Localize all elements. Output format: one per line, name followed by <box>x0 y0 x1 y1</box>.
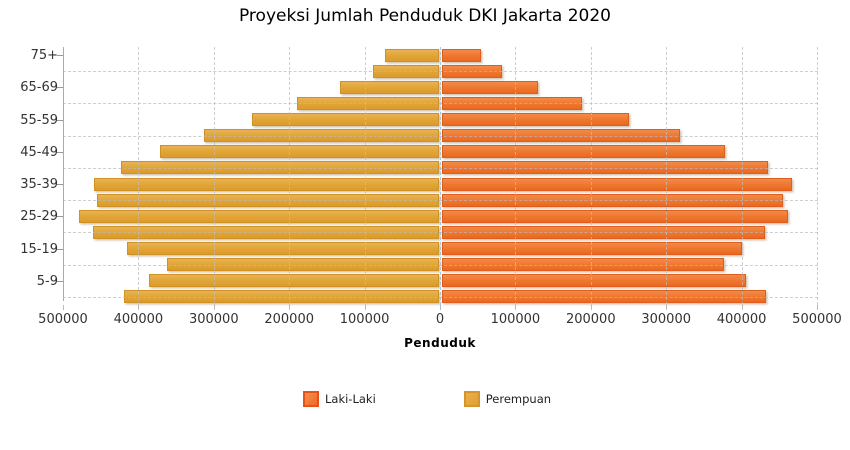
h-gridline <box>63 71 818 72</box>
v-gridline <box>666 47 668 305</box>
h-gridline <box>63 103 818 104</box>
x-axis-tick-label: 200000 <box>264 312 314 327</box>
bar-perempuan-10-14[interactable] <box>167 258 439 271</box>
bar-laki-laki-55-59[interactable] <box>442 113 629 126</box>
y-axis-category-label: 35-39 <box>20 177 58 192</box>
x-axis-tick <box>138 305 140 310</box>
y-axis-tick <box>57 184 63 185</box>
h-gridline <box>63 200 818 201</box>
bar-laki-laki-15-19[interactable] <box>442 242 742 255</box>
legend-label: Perempuan <box>485 392 552 406</box>
bar-perempuan-35-39[interactable] <box>94 178 439 191</box>
bar-perempuan-55-59[interactable] <box>252 113 439 126</box>
bar-perempuan-50-54[interactable] <box>204 129 439 142</box>
bar-perempuan-5-9[interactable] <box>149 274 439 287</box>
x-axis-tick-label: 300000 <box>188 312 239 327</box>
x-axis-tick-label: 400000 <box>113 312 164 327</box>
bar-laki-laki-45-49[interactable] <box>442 145 725 158</box>
legend-item-perempuan[interactable]: Perempuan <box>463 391 552 407</box>
y-axis-tick <box>57 216 63 217</box>
x-axis-tick-label: 100000 <box>339 312 390 327</box>
x-axis-title: Penduduk <box>404 336 476 350</box>
bar-perempuan-25-29[interactable] <box>79 210 439 223</box>
bar-perempuan-65-69[interactable] <box>340 81 439 94</box>
v-gridline <box>515 47 517 305</box>
y-axis-line <box>63 47 64 301</box>
x-axis-tick <box>817 305 818 310</box>
bar-laki-laki-75+[interactable] <box>442 49 481 62</box>
x-axis-tick <box>440 305 441 310</box>
bar-laki-laki-10-14[interactable] <box>442 258 724 271</box>
y-axis-tick <box>57 281 63 282</box>
legend-label: Laki-Laki <box>325 392 376 406</box>
y-axis-category-label: 65-69 <box>20 80 58 95</box>
y-axis-tick <box>57 87 63 88</box>
bar-laki-laki-0-4[interactable] <box>442 290 766 303</box>
v-gridline <box>741 47 743 305</box>
y-axis-tick <box>57 152 63 153</box>
laki-laki-swatch-icon <box>303 391 319 407</box>
x-axis-tick-label: 100000 <box>490 312 541 327</box>
chart-title: Proyeksi Jumlah Penduduk DKI Jakarta 202… <box>238 6 612 26</box>
bar-laki-laki-35-39[interactable] <box>442 178 792 191</box>
v-gridline <box>138 47 140 305</box>
bar-laki-laki-65-69[interactable] <box>442 81 538 94</box>
x-axis-tick <box>63 305 64 310</box>
h-gridline <box>63 297 818 298</box>
y-axis-category-label: 45-49 <box>20 145 58 160</box>
x-axis-tick <box>213 305 215 310</box>
v-gridline <box>590 47 592 305</box>
bar-laki-laki-25-29[interactable] <box>442 210 788 223</box>
x-axis-tick <box>590 305 592 310</box>
x-axis-tick-label: 200000 <box>565 312 616 327</box>
bar-perempuan-40-44[interactable] <box>121 161 439 174</box>
bar-perempuan-45-49[interactable] <box>160 145 439 158</box>
v-gridline <box>289 47 291 305</box>
y-axis-category-label: 55-59 <box>20 113 58 128</box>
y-axis-category-label: 25-29 <box>20 209 58 224</box>
bar-laki-laki-40-44[interactable] <box>442 161 768 174</box>
x-axis-tick <box>515 305 517 310</box>
x-axis-tick <box>666 305 668 310</box>
h-gridline <box>63 136 818 137</box>
h-gridline <box>63 232 818 233</box>
perempuan-swatch-icon <box>463 391 480 407</box>
y-axis-category-label: 5-9 <box>36 274 58 289</box>
legend: Laki-Laki Perempuan <box>303 391 551 407</box>
bar-laki-laki-50-54[interactable] <box>442 129 680 142</box>
h-gridline <box>63 265 818 266</box>
x-axis-tick-label: 500000 <box>38 312 88 327</box>
bar-perempuan-75+[interactable] <box>385 49 439 62</box>
x-axis-tick-label: 400000 <box>716 312 767 327</box>
y-axis-tick <box>57 249 63 250</box>
x-axis-tick <box>364 305 366 310</box>
v-gridline <box>440 47 441 305</box>
v-gridline <box>213 47 215 305</box>
x-axis-tick-label: 0 <box>435 312 445 327</box>
v-gridline <box>364 47 366 305</box>
x-axis-tick-label: 300000 <box>641 312 691 327</box>
y-axis-category-label: 15-19 <box>20 242 58 257</box>
bar-perempuan-15-19[interactable] <box>127 242 439 255</box>
x-axis-tick-label: 500000 <box>792 312 842 327</box>
x-axis-tick <box>741 305 743 310</box>
legend-item-laki-laki[interactable]: Laki-Laki <box>303 391 376 407</box>
y-axis-tick <box>57 55 63 56</box>
bar-perempuan-0-4[interactable] <box>124 290 439 303</box>
v-gridline <box>817 47 818 305</box>
bar-laki-laki-5-9[interactable] <box>442 274 746 287</box>
x-axis-tick <box>289 305 291 310</box>
y-axis-category-label: 75+ <box>30 48 58 63</box>
h-gridline <box>63 168 818 169</box>
y-axis-tick <box>57 120 63 121</box>
plot-area: 500000 400000 300000 200000 100000 0 100000 200… <box>20 47 842 327</box>
